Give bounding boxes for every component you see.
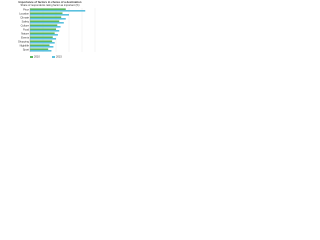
bar [30, 48, 49, 50]
bar [30, 16, 62, 18]
bar [30, 8, 66, 10]
bar [30, 40, 53, 42]
bar [30, 46, 54, 48]
bar [30, 20, 60, 22]
y-tick-label: Sport [23, 48, 29, 52]
bar [30, 18, 66, 20]
y-tick-label: Culture [21, 24, 30, 28]
bar [30, 30, 60, 32]
y-tick-label: Climate [20, 16, 29, 20]
bar [30, 38, 56, 40]
bar [30, 22, 64, 24]
bar [30, 34, 58, 36]
y-tick-label: Events [21, 36, 30, 40]
bar [30, 50, 52, 52]
y-tick-label: Safety [22, 20, 30, 24]
y-tick-label: Price [23, 8, 29, 12]
y-tick-label: Shopping [18, 40, 30, 44]
bar [30, 36, 53, 38]
chart-title: Importance of factors in choice of a des… [19, 0, 82, 4]
chart-subtitle: Share of respondents rating factor as im… [21, 3, 80, 7]
bar [30, 32, 55, 34]
bar [30, 42, 55, 44]
bar [30, 24, 58, 26]
legend-label: 2010 [34, 55, 40, 59]
legend-label: 2015 [56, 55, 62, 59]
legend-swatch [52, 56, 55, 58]
bar [30, 14, 69, 16]
bar [30, 10, 86, 12]
bar [30, 44, 50, 46]
legend-swatch [30, 56, 33, 58]
bar [30, 28, 56, 30]
bar [30, 12, 63, 14]
y-tick-label: Nightlife [20, 44, 30, 48]
page: {"chart_data": {"type": "hbar", "title":… [0, 0, 100, 61]
chart: Importance of factors in choice of a des… [18, 0, 96, 59]
y-tick-label: Food [23, 28, 29, 32]
bar [30, 26, 61, 28]
y-tick-label: Location [19, 12, 29, 16]
y-tick-label: Nature [21, 32, 29, 36]
